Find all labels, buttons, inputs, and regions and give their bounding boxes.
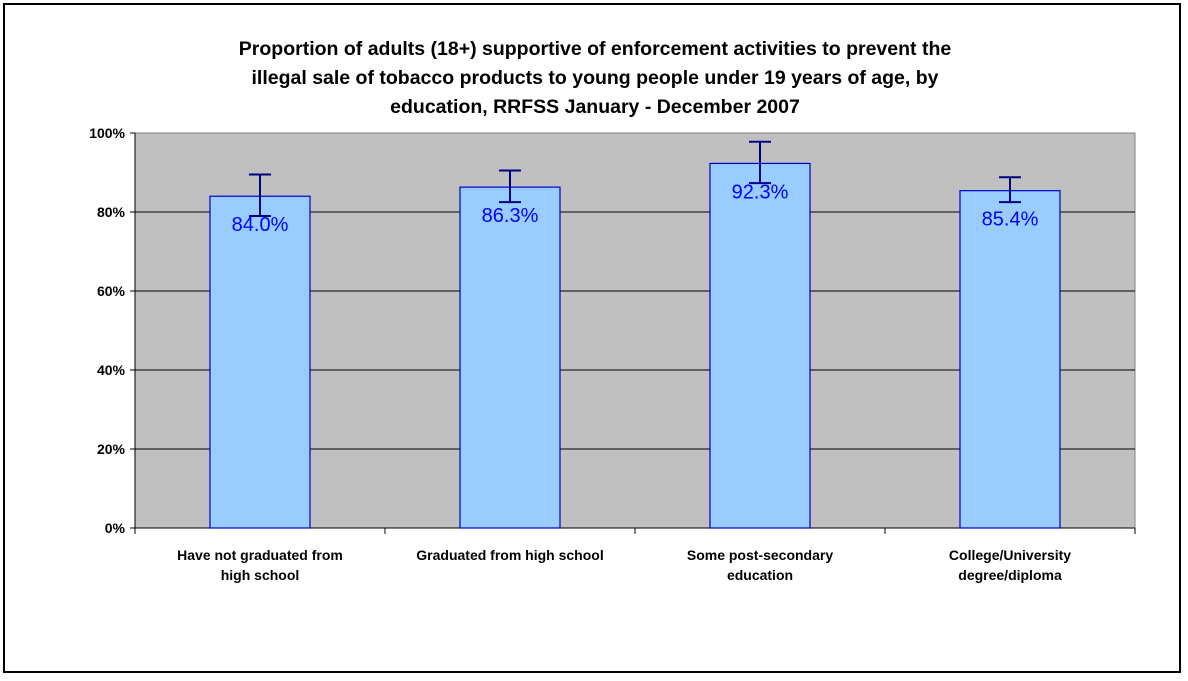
x-tick-label: Some post-secondary — [687, 547, 833, 563]
x-tick-label: education — [727, 567, 793, 583]
y-tick-label: 0% — [105, 520, 126, 536]
x-tick-label: Graduated from high school — [416, 547, 603, 563]
data-label: 86.3% — [482, 205, 539, 227]
x-tick-label: Have not graduated from — [177, 547, 343, 563]
bar — [709, 162, 811, 529]
y-tick-label: 100% — [89, 125, 125, 141]
y-tick-label: 60% — [97, 283, 126, 299]
x-tick-label: high school — [221, 567, 300, 583]
chart-title-line: Proportion of adults (18+) supportive of… — [238, 38, 952, 60]
x-tick-label: degree/diploma — [958, 567, 1062, 583]
data-label: 84.0% — [232, 214, 289, 236]
chart-title-line: education, RRFSS January - December 2007 — [390, 96, 800, 118]
data-label: 92.3% — [732, 181, 789, 203]
y-tick-label: 80% — [97, 204, 126, 220]
chart-title-line: illegal sale of tobacco products to youn… — [251, 67, 939, 89]
bar — [209, 195, 311, 529]
data-label: 85.4% — [982, 209, 1039, 231]
bar — [459, 186, 561, 529]
chart-title: Proportion of adults (18+) supportive of… — [85, 35, 1105, 122]
x-tick-label: College/University — [949, 547, 1071, 563]
y-tick-label: 20% — [97, 441, 126, 457]
y-tick-label: 40% — [97, 362, 126, 378]
bar — [959, 190, 1061, 529]
